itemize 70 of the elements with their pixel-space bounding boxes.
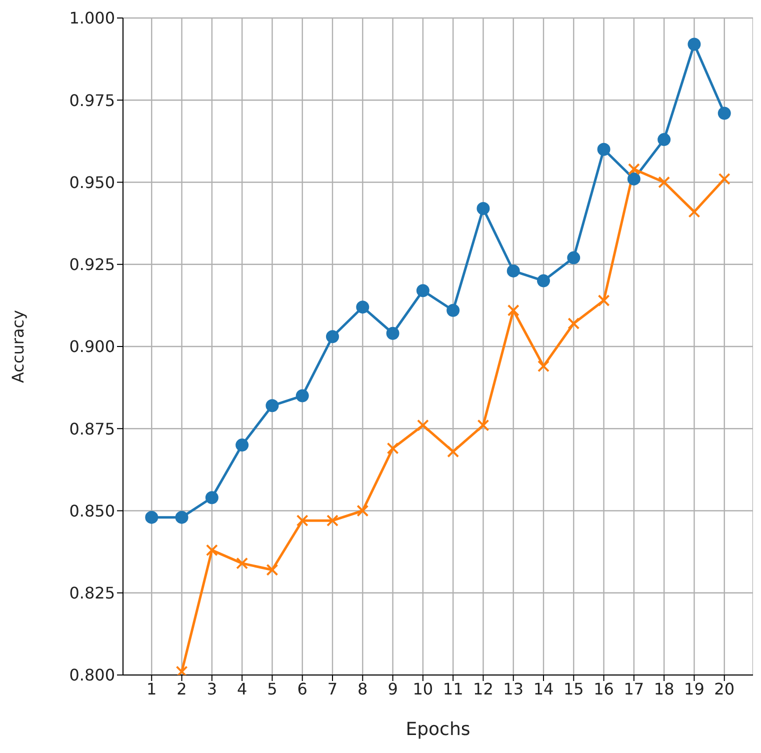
point — [628, 163, 640, 176]
x-tick-label: 11 — [442, 679, 464, 698]
point — [416, 284, 430, 298]
point — [507, 304, 520, 316]
x-tick-label: 17 — [624, 679, 644, 698]
x-tick-label: 15 — [563, 679, 584, 698]
x-tick-label: 18 — [654, 679, 674, 698]
x-tick-label: 14 — [533, 679, 554, 698]
x-tick-label: 5 — [267, 679, 278, 698]
point — [476, 202, 490, 216]
x-tick-label: 2 — [176, 679, 187, 698]
point — [597, 142, 610, 156]
y-axis-title: Accuracy — [8, 310, 28, 384]
point — [386, 326, 400, 340]
x-tick-label: 16 — [594, 679, 614, 698]
y-tick-label: 0.975 — [69, 90, 115, 110]
y-tick-label: 0.875 — [69, 419, 115, 438]
point — [537, 274, 550, 288]
point — [236, 557, 248, 570]
x-tick-label: 10 — [412, 679, 434, 698]
point — [176, 666, 188, 675]
point — [718, 172, 730, 185]
point — [296, 389, 309, 402]
point — [506, 264, 520, 278]
x-tick-label: 8 — [358, 679, 368, 698]
point — [568, 318, 580, 330]
point — [206, 544, 218, 556]
point — [688, 206, 700, 218]
point — [266, 564, 278, 576]
x-tick-label: 6 — [297, 679, 308, 698]
x-tick-label: 19 — [684, 679, 704, 698]
x-axis-title: Epochs — [406, 719, 470, 740]
x-tick-label: 4 — [236, 679, 248, 698]
point — [658, 133, 671, 146]
point — [416, 419, 429, 432]
y-tick-label: 0.825 — [69, 584, 115, 603]
point — [356, 300, 370, 314]
point — [296, 514, 308, 527]
x-tick-label: 20 — [714, 679, 735, 698]
x-tick-label: 9 — [388, 679, 398, 698]
point — [718, 106, 731, 120]
y-tick-label: 0.850 — [69, 501, 115, 520]
point — [266, 399, 279, 412]
x-tick-label: 12 — [473, 679, 494, 698]
x-tick-label: 3 — [206, 679, 218, 698]
y-tick-label: 1.000 — [69, 8, 115, 28]
x-tick-label: 1 — [146, 679, 157, 698]
point — [326, 330, 339, 344]
y-tick-label: 0.900 — [69, 337, 115, 356]
point — [236, 438, 249, 452]
x-tick-label: 13 — [503, 679, 524, 698]
y-tick-label: 0.925 — [69, 255, 115, 274]
point — [627, 172, 640, 186]
x-tick-label: 7 — [327, 679, 338, 698]
point — [538, 360, 550, 372]
point — [145, 510, 158, 524]
point — [446, 304, 460, 317]
point — [477, 419, 490, 432]
y-tick-label: 0.950 — [69, 172, 115, 192]
point — [356, 504, 369, 517]
point — [447, 446, 460, 458]
point — [326, 514, 338, 527]
point — [658, 176, 670, 188]
point — [175, 510, 188, 524]
point — [386, 442, 399, 454]
point — [567, 251, 580, 264]
y-tick-label: 0.800 — [69, 666, 115, 685]
point — [688, 38, 701, 51]
point — [598, 294, 610, 307]
point — [205, 491, 218, 504]
